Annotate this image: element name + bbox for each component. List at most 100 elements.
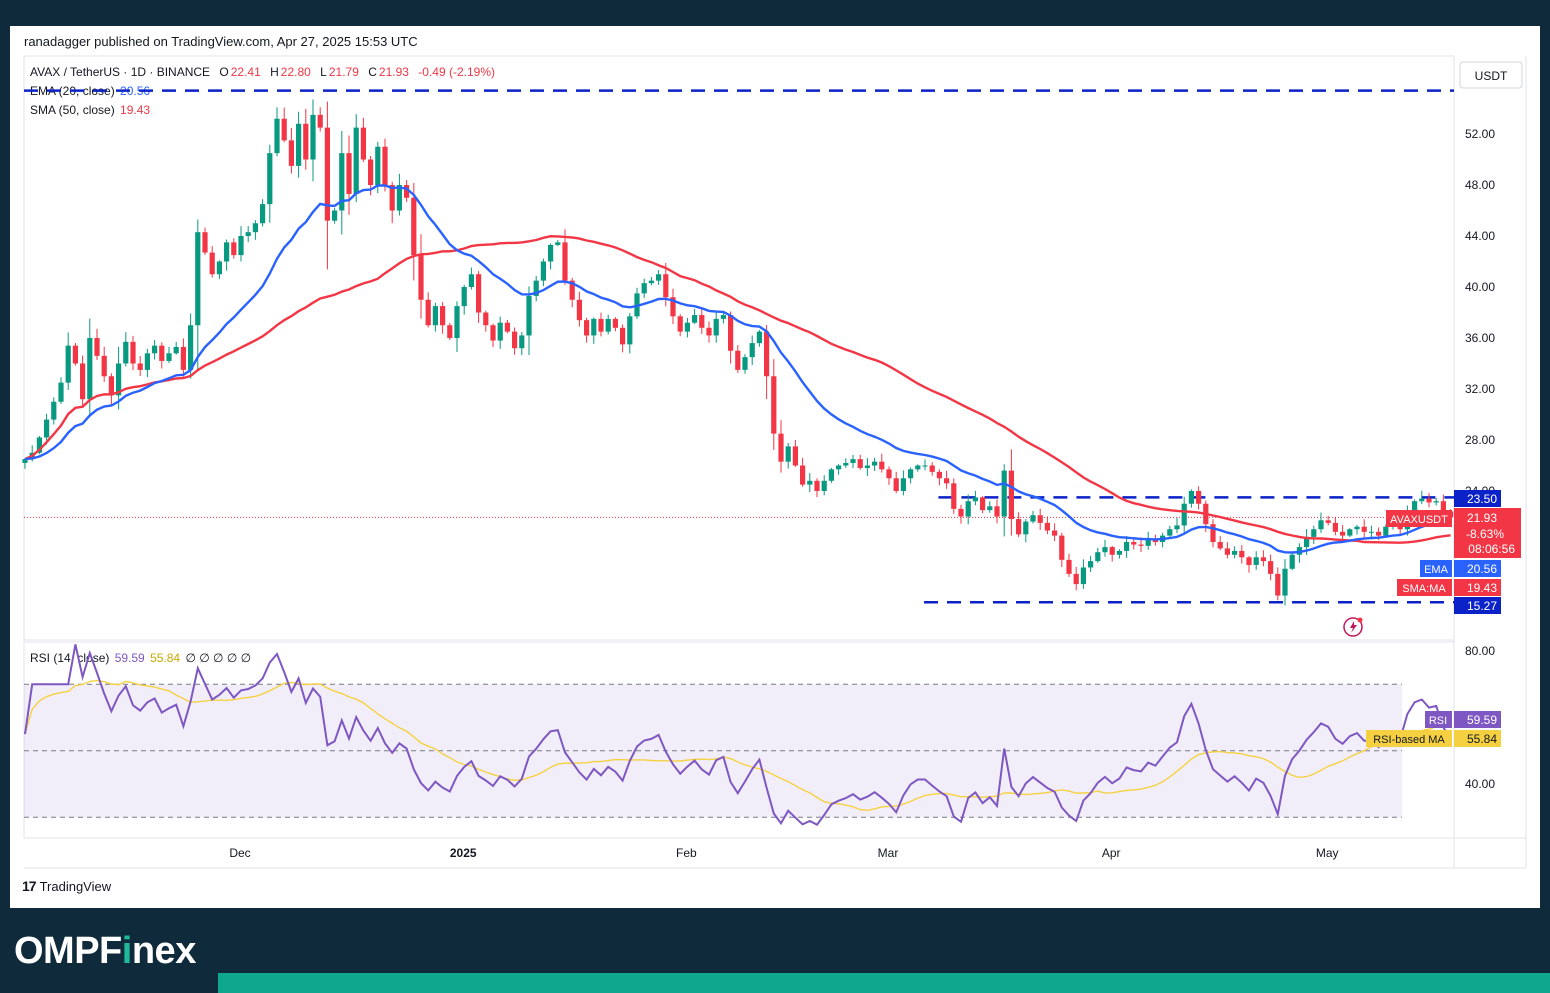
change-value: -0.49 (-2.19%) — [418, 65, 495, 79]
candle-body — [245, 232, 251, 236]
candle-body — [1426, 498, 1432, 503]
candle-body — [728, 315, 734, 351]
candle-body — [80, 363, 86, 400]
candle-body — [886, 469, 892, 479]
candle-body — [1196, 491, 1202, 504]
candle-body — [843, 462, 849, 466]
time-tick-label: May — [1316, 846, 1339, 860]
candle-body — [591, 318, 597, 336]
resistance-badge — [1454, 490, 1501, 507]
candle-body — [1001, 470, 1007, 517]
candle-body — [65, 345, 71, 383]
ticker-tag — [1386, 510, 1452, 527]
candle-body — [108, 376, 114, 396]
rsi-ma-tag-label: RSI-based MA — [1373, 734, 1445, 746]
candle-body — [1376, 531, 1382, 536]
price-tick-label: 44.00 — [1465, 229, 1495, 243]
candle-body — [1181, 503, 1187, 526]
candle-body — [1224, 548, 1230, 555]
candle-body — [742, 357, 748, 370]
symbol-title[interactable]: AVAX / TetherUS · 1D · BINANCE — [30, 65, 211, 79]
open-value: 22.41 — [230, 65, 261, 79]
candle-body — [1102, 547, 1108, 553]
candle-body — [173, 346, 179, 354]
candle-body — [872, 461, 878, 466]
candle-body — [569, 280, 575, 300]
ticker-tag-label: AVAXUSDT — [1390, 514, 1448, 526]
tradingview-logo[interactable]: 17 TradingView — [22, 878, 111, 894]
last-price: 21.93 — [1467, 511, 1497, 525]
candle-body — [663, 274, 669, 298]
price-tick-label: 32.00 — [1465, 382, 1495, 396]
top-band — [0, 0, 1550, 26]
time-tick-label: Apr — [1102, 846, 1121, 860]
rsi-ma-badge — [1454, 730, 1501, 747]
candle-body — [1383, 526, 1389, 536]
candle-body — [1008, 470, 1014, 520]
candle-body — [1145, 539, 1151, 546]
site-brand: OMPFinex — [14, 930, 196, 973]
sma-badge — [1454, 579, 1501, 596]
candle-body — [807, 480, 813, 485]
brand-accent: i — [121, 930, 133, 972]
candle-body — [879, 461, 885, 470]
candle-body — [1275, 573, 1281, 596]
price-tick-label: 52.00 — [1465, 127, 1495, 141]
candle-body — [749, 343, 755, 358]
candle-body — [1188, 491, 1194, 504]
candle-body — [411, 197, 417, 256]
candle-body — [1210, 524, 1216, 542]
candle-body — [490, 325, 496, 341]
candle-body — [814, 480, 820, 491]
candle-body — [454, 306, 460, 338]
rsi-layer — [24, 644, 1452, 826]
sma-legend[interactable]: SMA (50, close) 19.43 — [30, 103, 152, 117]
candle-body — [51, 401, 57, 420]
candle-body — [332, 210, 338, 221]
candle-body — [1253, 557, 1259, 565]
candle-body — [1167, 529, 1173, 536]
candle-body — [828, 469, 834, 481]
candle-body — [180, 346, 186, 370]
candle-body — [1311, 529, 1317, 537]
candle-body — [195, 232, 201, 326]
candle-body — [1124, 542, 1130, 551]
candle-body — [1440, 501, 1446, 512]
candle-body — [1260, 557, 1266, 562]
sma-tag-label: SMA:MA — [1402, 583, 1446, 595]
candle-body — [656, 274, 662, 281]
candle-body — [418, 255, 424, 300]
candle-body — [497, 322, 503, 341]
candle-body — [692, 315, 698, 323]
ema-legend-value: 20.56 — [120, 84, 151, 98]
candle-body — [346, 153, 352, 194]
sma-tag — [1397, 579, 1452, 596]
candle-body — [58, 382, 64, 402]
candle-body — [252, 223, 258, 233]
high-label: H — [270, 65, 279, 79]
currency-button[interactable] — [1459, 61, 1523, 89]
candle-body — [785, 446, 791, 462]
time-tick-label: Mar — [878, 846, 899, 860]
rsi-ma-tag — [1366, 730, 1452, 747]
candle-body — [1030, 515, 1036, 522]
rsi-tag — [1425, 711, 1452, 728]
rsi-badge-value: 59.59 — [1467, 713, 1497, 727]
candle-body — [72, 345, 78, 364]
candle-body — [1138, 544, 1144, 546]
candle-body — [339, 153, 345, 211]
candle-body — [612, 318, 618, 328]
brand-pre: OMPF — [14, 930, 122, 972]
rsi-badge — [1454, 711, 1501, 728]
candle-body — [1073, 573, 1079, 585]
candle-body — [821, 480, 827, 491]
candle-body — [576, 299, 582, 321]
candle-body — [548, 244, 554, 262]
candle-body — [965, 501, 971, 517]
candle-body — [1282, 568, 1288, 596]
candle-body — [159, 345, 165, 361]
candle-body — [598, 318, 604, 332]
candle-body — [382, 146, 388, 185]
candle-body — [324, 127, 330, 221]
